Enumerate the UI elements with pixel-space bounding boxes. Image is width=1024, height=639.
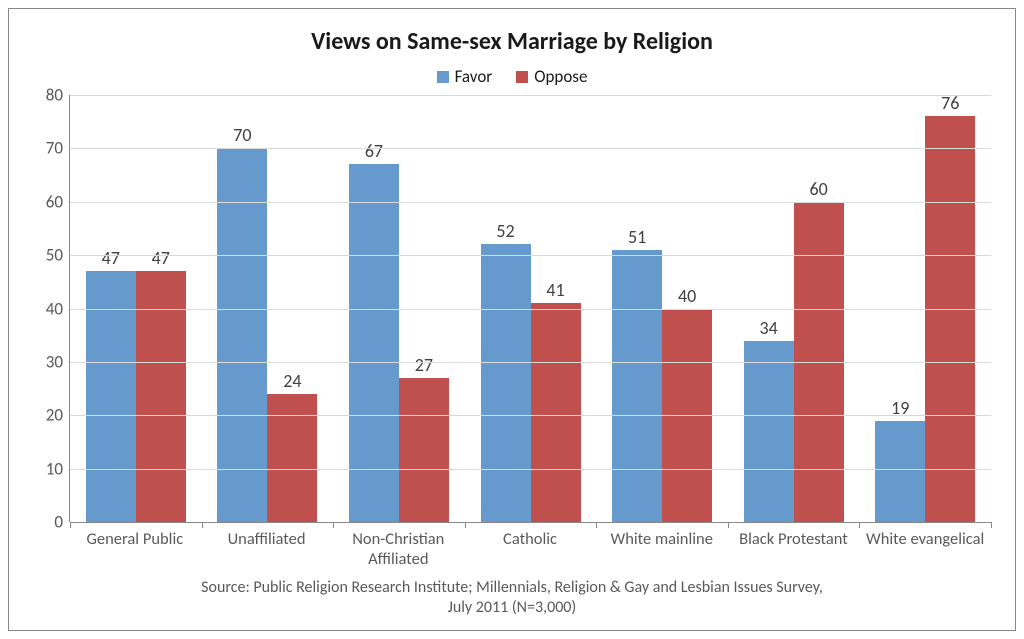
gridline bbox=[70, 148, 991, 149]
plot-inner: 4747702467275241514034601976 bbox=[69, 95, 991, 522]
gridline bbox=[70, 469, 991, 470]
bar-oppose: 41 bbox=[531, 303, 581, 522]
y-tick-label: 60 bbox=[46, 191, 63, 212]
x-axis-label: White mainline bbox=[596, 530, 728, 572]
bar-value-label: 67 bbox=[365, 140, 383, 162]
bar-value-label: 60 bbox=[810, 178, 828, 200]
x-tick bbox=[991, 522, 992, 528]
gridline bbox=[70, 95, 991, 96]
y-tick-label: 70 bbox=[46, 138, 63, 159]
legend-swatch-favor bbox=[437, 71, 449, 83]
bar-value-label: 51 bbox=[628, 226, 646, 248]
y-tick-label: 20 bbox=[46, 405, 63, 426]
source-note: Source: Public Religion Research Institu… bbox=[33, 578, 991, 618]
bar-value-label: 70 bbox=[233, 124, 251, 146]
x-axis-label: White evangelical bbox=[859, 530, 991, 572]
legend-item-oppose: Oppose bbox=[516, 66, 587, 87]
plot-area: 01020304050607080 4747702467275241514034… bbox=[33, 95, 991, 522]
y-tick-label: 40 bbox=[46, 298, 63, 319]
bar-value-label: 27 bbox=[415, 354, 433, 376]
bar-value-label: 41 bbox=[546, 279, 564, 301]
y-tick-label: 30 bbox=[46, 351, 63, 372]
x-axis-label: Unaffiliated bbox=[201, 530, 333, 572]
x-tick bbox=[202, 522, 203, 528]
bar-value-label: 47 bbox=[152, 247, 170, 269]
gridline bbox=[70, 202, 991, 203]
legend-item-favor: Favor bbox=[437, 66, 493, 87]
x-tick bbox=[70, 522, 71, 528]
legend-swatch-oppose bbox=[516, 71, 528, 83]
gridline bbox=[70, 309, 991, 310]
bar-favor: 19 bbox=[875, 421, 925, 522]
x-axis-label: Non-Christian Affiliated bbox=[332, 530, 464, 572]
x-tick bbox=[596, 522, 597, 528]
x-axis-label: General Public bbox=[69, 530, 201, 572]
chart-title: Views on Same-sex Marriage by Religion bbox=[33, 27, 991, 56]
x-tick bbox=[333, 522, 334, 528]
x-axis-labels: General PublicUnaffiliatedNon-Christian … bbox=[69, 530, 991, 572]
bar-favor: 70 bbox=[217, 148, 267, 522]
y-tick-label: 50 bbox=[46, 245, 63, 266]
bar-value-label: 52 bbox=[496, 220, 514, 242]
source-line-2: July 2011 (N=3,000) bbox=[33, 598, 991, 618]
y-tick-label: 10 bbox=[46, 458, 63, 479]
bar-favor: 52 bbox=[481, 244, 531, 522]
gridline bbox=[70, 415, 991, 416]
x-axis-label: Black Protestant bbox=[728, 530, 860, 572]
y-tick-label: 80 bbox=[46, 85, 63, 106]
x-tick bbox=[859, 522, 860, 528]
bar-value-label: 40 bbox=[678, 285, 696, 307]
legend: Favor Oppose bbox=[33, 66, 991, 87]
x-axis-label: Catholic bbox=[464, 530, 596, 572]
bar-value-label: 34 bbox=[760, 317, 778, 339]
legend-label-favor: Favor bbox=[455, 66, 493, 87]
x-axis-line bbox=[70, 522, 991, 523]
bar-value-label: 24 bbox=[283, 370, 301, 392]
y-axis: 01020304050607080 bbox=[33, 95, 69, 522]
bar-oppose: 27 bbox=[399, 378, 449, 522]
gridline bbox=[70, 362, 991, 363]
source-line-1: Source: Public Religion Research Institu… bbox=[33, 578, 991, 598]
x-tick bbox=[465, 522, 466, 528]
bar-value-label: 47 bbox=[102, 247, 120, 269]
bar-oppose: 24 bbox=[267, 394, 317, 522]
legend-label-oppose: Oppose bbox=[534, 66, 587, 87]
bar-oppose: 76 bbox=[925, 116, 975, 522]
bar-favor: 34 bbox=[744, 341, 794, 522]
gridline bbox=[70, 255, 991, 256]
x-tick bbox=[728, 522, 729, 528]
bar-favor: 51 bbox=[612, 250, 662, 522]
chart-frame: Views on Same-sex Marriage by Religion F… bbox=[8, 8, 1016, 631]
y-tick-label: 0 bbox=[54, 512, 63, 533]
